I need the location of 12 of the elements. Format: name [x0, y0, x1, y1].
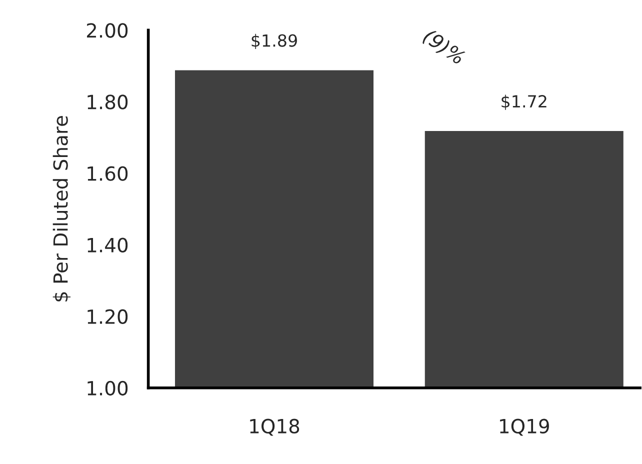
annotation: (9)% — [421, 28, 466, 67]
y-axis-title: $ Per Diluted Share — [52, 116, 70, 302]
data-label: $1.72 — [502, 94, 546, 110]
x-tick-label: 1Q19 — [500, 418, 549, 436]
y-tick-label: 2.00 — [86, 23, 128, 38]
y-tick-label: 1.00 — [88, 380, 128, 396]
y-tick-label: 1.80 — [88, 94, 128, 110]
data-label: $1.89 — [252, 34, 297, 50]
y-tick-label: 1.40 — [88, 238, 128, 252]
y-tick-label: 1.60 — [88, 166, 128, 181]
y-tick-label: 1.20 — [88, 309, 128, 324]
x-tick-label: 1Q18 — [250, 418, 300, 436]
